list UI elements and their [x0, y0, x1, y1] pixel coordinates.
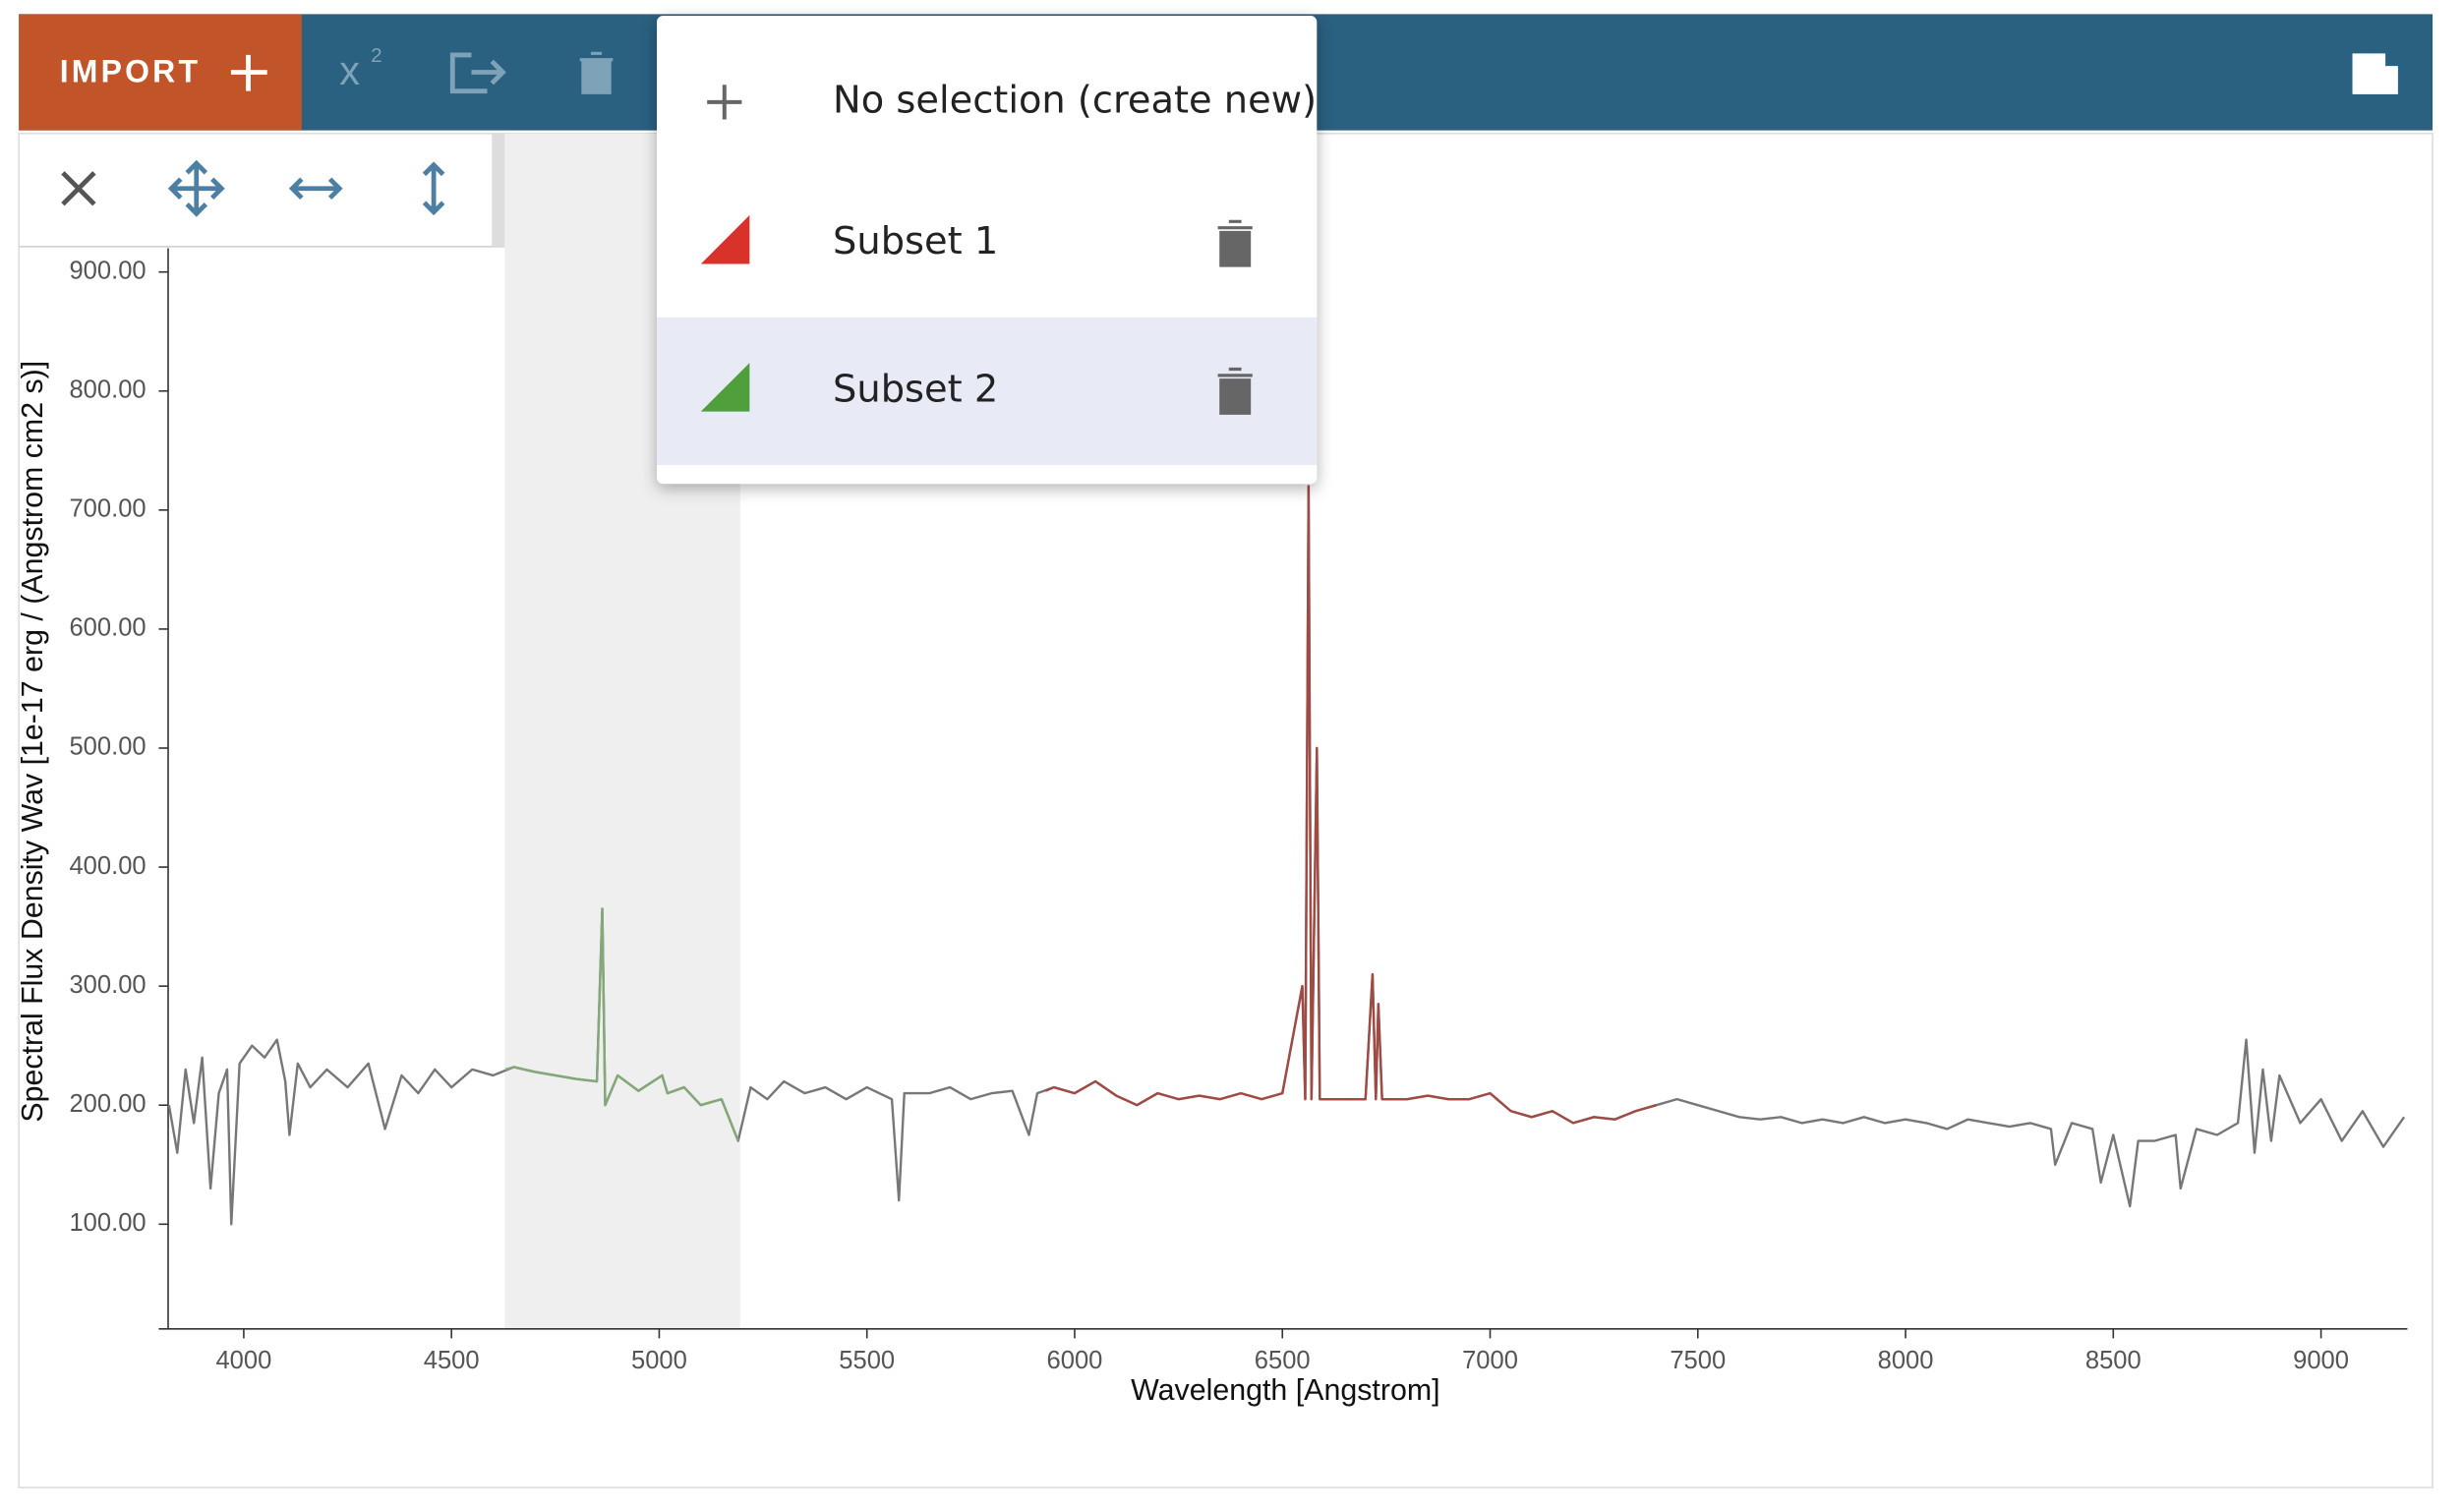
subset-label: Subset 2 [833, 367, 998, 411]
subset-color-icon [700, 363, 750, 412]
y-tick-label: 400.00 [69, 852, 146, 880]
subset-label: No selection (create new) [833, 78, 1317, 122]
y-axis-label: Spectral Flux Density Wav [1e-17 erg / (… [17, 361, 49, 1123]
x-tick-label: 8000 [1878, 1347, 1934, 1374]
import-label: IMPORT [60, 54, 201, 89]
subset-label: Subset 1 [833, 219, 998, 263]
delete-subset-icon[interactable] [1217, 219, 1253, 267]
x-tick-label: 7000 [1462, 1347, 1518, 1374]
delete-subset-icon[interactable] [1217, 367, 1253, 415]
fit-icon-exponent: 2 [371, 44, 382, 67]
export-button[interactable] [449, 52, 506, 94]
y-tick-label: 900.00 [69, 257, 146, 284]
x-tick-label: 7500 [1670, 1347, 1726, 1374]
clear-tool[interactable] [61, 171, 96, 206]
pan-zoom-tool[interactable] [167, 159, 225, 217]
pan-x-tool[interactable] [288, 177, 343, 201]
subset-color-icon [700, 214, 750, 264]
spectrum-line [504, 907, 739, 1141]
subset-menu-item[interactable]: No selection (create new) [707, 78, 1317, 122]
y-tick-label: 600.00 [69, 614, 146, 642]
y-tick-label: 800.00 [69, 377, 146, 404]
fit-button[interactable]: x 2 [339, 44, 382, 93]
fit-icon-label: x [339, 47, 360, 93]
selected-row-bg [657, 317, 1318, 465]
delete-button[interactable] [579, 51, 614, 94]
x-tick-label: 9000 [2293, 1347, 2349, 1374]
x-tick-label: 6500 [1255, 1347, 1311, 1374]
plus-icon [230, 54, 267, 91]
subset-menu: No selection (create new) Subset 1 Subset … [657, 15, 1318, 485]
import-button[interactable]: IMPORT [19, 14, 302, 131]
x-tick-label: 6000 [1047, 1347, 1103, 1374]
x-tick-label: 4000 [215, 1347, 271, 1374]
y-tick-label: 100.00 [69, 1209, 146, 1237]
add-viewer-button[interactable] [2352, 53, 2398, 94]
x-tick-label: 5500 [839, 1347, 895, 1374]
spectrum-line [1044, 485, 1657, 1125]
y-tick-label: 300.00 [69, 971, 146, 999]
x-tick-label: 5000 [631, 1347, 687, 1374]
x-axis-label: Wavelength [Angstrom] [1131, 1374, 1439, 1407]
pan-y-tool[interactable] [422, 161, 445, 216]
subset-menu-item[interactable]: Subset 2 [657, 317, 1318, 465]
x-tick-label: 8500 [2085, 1347, 2141, 1374]
create-icon [707, 85, 742, 120]
y-tick-label: 500.00 [69, 733, 146, 761]
y-tick-label: 700.00 [69, 495, 146, 523]
y-tick-label: 200.00 [69, 1090, 146, 1118]
subset-menu-item[interactable]: Subset 1 [700, 214, 1253, 267]
x-tick-label: 4500 [424, 1347, 480, 1374]
